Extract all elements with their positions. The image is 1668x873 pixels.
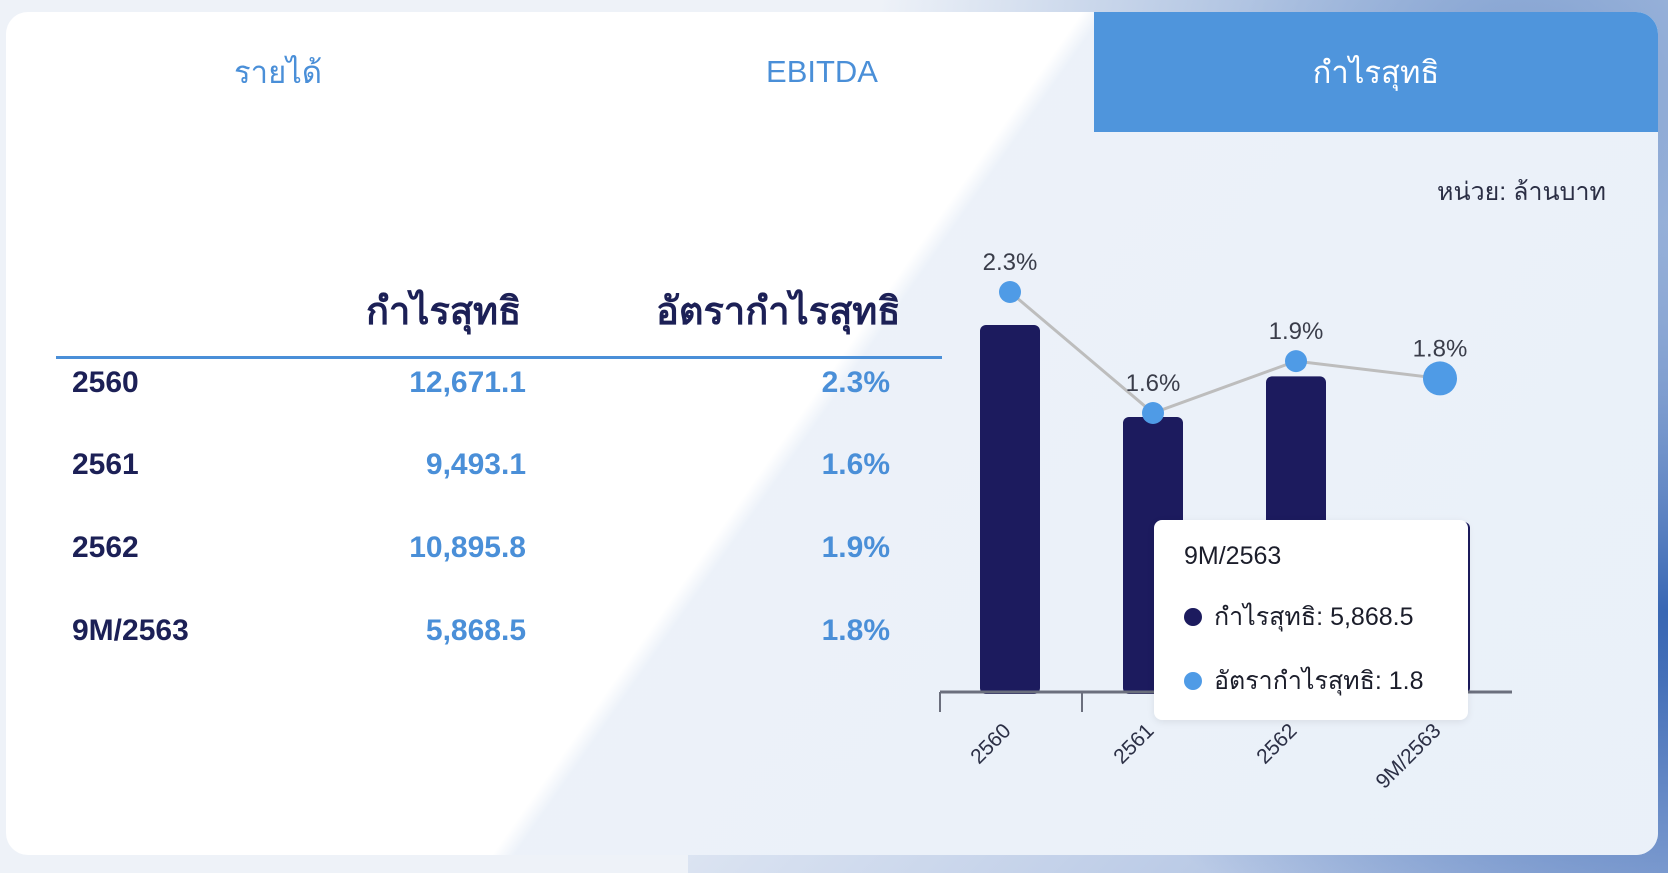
column-header-net-profit: กำไรสุทธิ <box>366 291 522 333</box>
table-header-divider <box>56 356 942 359</box>
margin-point <box>1285 350 1307 373</box>
x-tick-label: 2560 <box>966 719 1015 768</box>
x-tick-label: 2562 <box>1252 719 1301 768</box>
table-row: 2561 9,493.1 1.6% <box>6 448 946 498</box>
table-row: 2560 12,671.1 2.3% <box>6 366 946 416</box>
row-net-profit: 9,493.1 <box>425 448 526 481</box>
data-label: 2.3% <box>983 249 1038 276</box>
tab-ebitda[interactable]: EBITDA <box>766 54 878 89</box>
row-year: 2561 <box>72 448 139 481</box>
net-profit-chart: 2560 2561 2562 9M/2563 2.3% 1.6% 1.9% 1.8% <box>939 249 1512 793</box>
tooltip-margin-text: อัตรากำไรสุทธิ: 1.8 <box>1214 667 1424 695</box>
table-row: 2562 10,895.8 1.9% <box>6 531 946 581</box>
row-margin: 1.8% <box>821 614 890 647</box>
financial-card: รายได้ EBITDA กำไรสุทธิ หน่วย: ล้านบาท ก… <box>6 12 1658 855</box>
row-year: 9M/2563 <box>72 614 189 647</box>
row-margin: 1.6% <box>821 448 890 481</box>
tooltip-net-profit: กำไรสุทธิ: 5,868.5 <box>1184 597 1438 637</box>
margin-line <box>1009 290 1441 415</box>
blue-dot-icon <box>1184 672 1202 690</box>
chart-bar <box>980 325 1040 694</box>
row-net-profit: 10,895.8 <box>409 531 526 564</box>
margin-point <box>999 281 1021 303</box>
column-header-net-margin: อัตรากำไรสุทธิ <box>656 291 901 333</box>
tab-bar: รายได้ EBITDA กำไรสุทธิ <box>6 12 1658 132</box>
row-year: 2560 <box>72 366 139 399</box>
row-year: 2562 <box>72 531 139 564</box>
data-label: 1.9% <box>1269 318 1324 345</box>
tab-revenue[interactable]: รายได้ <box>234 55 322 90</box>
unit-label: หน่วย: ล้านบาท <box>1437 178 1606 206</box>
data-label: 1.6% <box>1126 370 1181 397</box>
tooltip-net-profit-text: กำไรสุทธิ: 5,868.5 <box>1214 603 1414 631</box>
table-row: 9M/2563 5,868.5 1.8% <box>6 614 946 664</box>
x-tick-label: 2561 <box>1109 719 1158 768</box>
row-net-profit: 5,868.5 <box>425 614 526 647</box>
x-tick-label: 9M/2563 <box>1371 719 1445 793</box>
tooltip-margin: อัตรากำไรสุทธิ: 1.8 <box>1184 661 1438 701</box>
margin-point <box>1423 361 1457 396</box>
chart-tooltip: 9M/2563 กำไรสุทธิ: 5,868.5 อัตรากำไรสุทธ… <box>1154 520 1468 720</box>
dark-dot-icon <box>1184 608 1202 626</box>
row-margin: 1.9% <box>821 531 890 564</box>
data-label: 1.8% <box>1413 335 1468 362</box>
row-net-profit: 12,671.1 <box>409 366 526 399</box>
row-margin: 2.3% <box>821 366 890 399</box>
tab-net-profit[interactable]: กำไรสุทธิ <box>1094 12 1658 132</box>
tooltip-title: 9M/2563 <box>1184 542 1282 570</box>
margin-point <box>1142 402 1164 424</box>
